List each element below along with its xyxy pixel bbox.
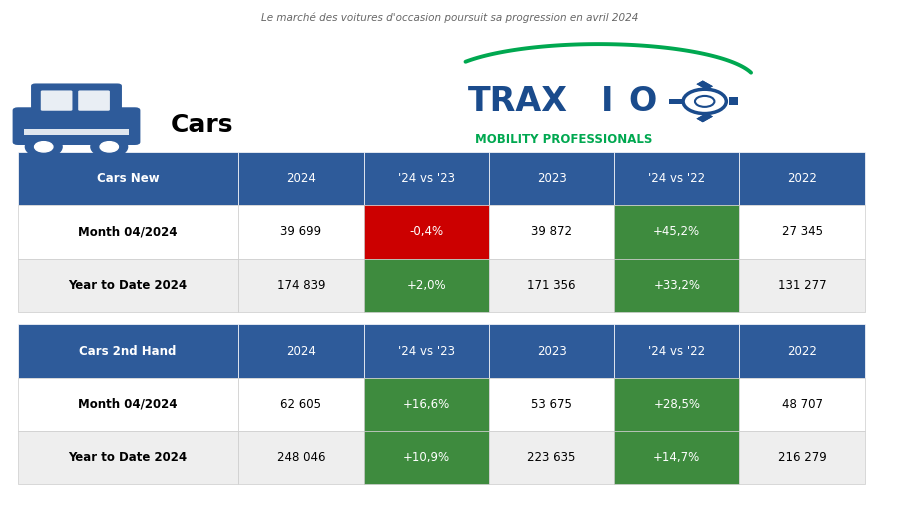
Circle shape: [100, 141, 119, 152]
FancyBboxPatch shape: [669, 99, 683, 104]
Text: 2024: 2024: [286, 172, 316, 185]
Text: MOBILITY PROFESSIONALS: MOBILITY PROFESSIONALS: [475, 133, 652, 146]
FancyBboxPatch shape: [238, 324, 364, 378]
Circle shape: [91, 136, 128, 157]
Text: 171 356: 171 356: [527, 279, 576, 292]
Text: Cars: Cars: [171, 113, 233, 137]
FancyBboxPatch shape: [614, 324, 740, 378]
FancyBboxPatch shape: [740, 324, 865, 378]
Text: '24 vs '22: '24 vs '22: [648, 172, 706, 185]
Text: 39 872: 39 872: [531, 226, 572, 238]
Text: Le marché des voitures d'occasion poursuit sa progression en avril 2024: Le marché des voitures d'occasion poursu…: [261, 13, 639, 23]
Circle shape: [34, 141, 53, 152]
FancyBboxPatch shape: [729, 97, 738, 105]
FancyBboxPatch shape: [78, 90, 110, 111]
Text: 2022: 2022: [788, 345, 817, 357]
FancyBboxPatch shape: [364, 378, 489, 431]
Text: 248 046: 248 046: [276, 451, 325, 464]
Text: '24 vs '22: '24 vs '22: [648, 345, 706, 357]
Text: '24 vs '23: '24 vs '23: [398, 345, 454, 357]
Text: 223 635: 223 635: [527, 451, 576, 464]
FancyBboxPatch shape: [614, 378, 740, 431]
FancyBboxPatch shape: [364, 259, 489, 312]
FancyBboxPatch shape: [364, 152, 489, 205]
FancyBboxPatch shape: [489, 152, 614, 205]
Text: 174 839: 174 839: [276, 279, 325, 292]
FancyBboxPatch shape: [31, 84, 122, 119]
FancyBboxPatch shape: [238, 378, 364, 431]
FancyBboxPatch shape: [18, 259, 239, 312]
Text: +16,6%: +16,6%: [402, 398, 450, 411]
FancyBboxPatch shape: [13, 107, 140, 145]
FancyBboxPatch shape: [669, 99, 683, 104]
FancyBboxPatch shape: [740, 259, 865, 312]
Text: Month 04/2024: Month 04/2024: [78, 398, 178, 411]
Text: Year to Date 2024: Year to Date 2024: [68, 451, 188, 464]
Text: +28,5%: +28,5%: [653, 398, 700, 411]
FancyBboxPatch shape: [18, 205, 239, 259]
Text: Year to Date 2024: Year to Date 2024: [68, 279, 188, 292]
FancyBboxPatch shape: [489, 378, 614, 431]
FancyBboxPatch shape: [614, 205, 740, 259]
Text: 216 279: 216 279: [778, 451, 826, 464]
Text: Cars New: Cars New: [97, 172, 159, 185]
FancyBboxPatch shape: [740, 152, 865, 205]
FancyBboxPatch shape: [18, 324, 239, 378]
FancyBboxPatch shape: [489, 205, 614, 259]
Text: +33,2%: +33,2%: [653, 279, 700, 292]
Text: 2023: 2023: [536, 345, 566, 357]
FancyBboxPatch shape: [238, 205, 364, 259]
FancyBboxPatch shape: [489, 259, 614, 312]
FancyBboxPatch shape: [364, 431, 489, 484]
FancyBboxPatch shape: [740, 205, 865, 259]
FancyBboxPatch shape: [489, 431, 614, 484]
Text: O: O: [628, 85, 656, 118]
Text: 2023: 2023: [536, 172, 566, 185]
Text: 131 277: 131 277: [778, 279, 826, 292]
Text: -0,4%: -0,4%: [410, 226, 444, 238]
FancyBboxPatch shape: [697, 113, 713, 122]
FancyBboxPatch shape: [740, 431, 865, 484]
FancyBboxPatch shape: [40, 90, 72, 111]
Text: Cars 2nd Hand: Cars 2nd Hand: [79, 345, 176, 357]
Text: 39 699: 39 699: [281, 226, 321, 238]
Text: Month 04/2024: Month 04/2024: [78, 226, 178, 238]
Text: I: I: [601, 85, 614, 118]
Text: TRAX: TRAX: [468, 85, 568, 118]
FancyBboxPatch shape: [489, 324, 614, 378]
FancyBboxPatch shape: [697, 81, 713, 90]
Text: 2024: 2024: [286, 345, 316, 357]
Text: 27 345: 27 345: [781, 226, 823, 238]
Circle shape: [25, 136, 62, 157]
Text: +10,9%: +10,9%: [402, 451, 450, 464]
FancyBboxPatch shape: [18, 152, 239, 205]
FancyBboxPatch shape: [238, 152, 364, 205]
Text: 62 605: 62 605: [281, 398, 321, 411]
FancyBboxPatch shape: [614, 259, 740, 312]
FancyBboxPatch shape: [18, 431, 239, 484]
FancyBboxPatch shape: [238, 259, 364, 312]
Text: '24 vs '23: '24 vs '23: [398, 172, 454, 185]
Text: 53 675: 53 675: [531, 398, 572, 411]
FancyBboxPatch shape: [697, 81, 713, 90]
FancyBboxPatch shape: [729, 97, 738, 105]
Text: +14,7%: +14,7%: [653, 451, 700, 464]
FancyBboxPatch shape: [24, 129, 130, 135]
FancyBboxPatch shape: [740, 378, 865, 431]
Text: 48 707: 48 707: [781, 398, 823, 411]
Text: 2022: 2022: [788, 172, 817, 185]
Text: +45,2%: +45,2%: [653, 226, 700, 238]
FancyBboxPatch shape: [614, 152, 740, 205]
FancyBboxPatch shape: [238, 431, 364, 484]
Text: +2,0%: +2,0%: [407, 279, 446, 292]
FancyBboxPatch shape: [364, 205, 489, 259]
FancyBboxPatch shape: [614, 431, 740, 484]
FancyBboxPatch shape: [697, 113, 713, 122]
FancyBboxPatch shape: [364, 324, 489, 378]
FancyBboxPatch shape: [18, 378, 239, 431]
